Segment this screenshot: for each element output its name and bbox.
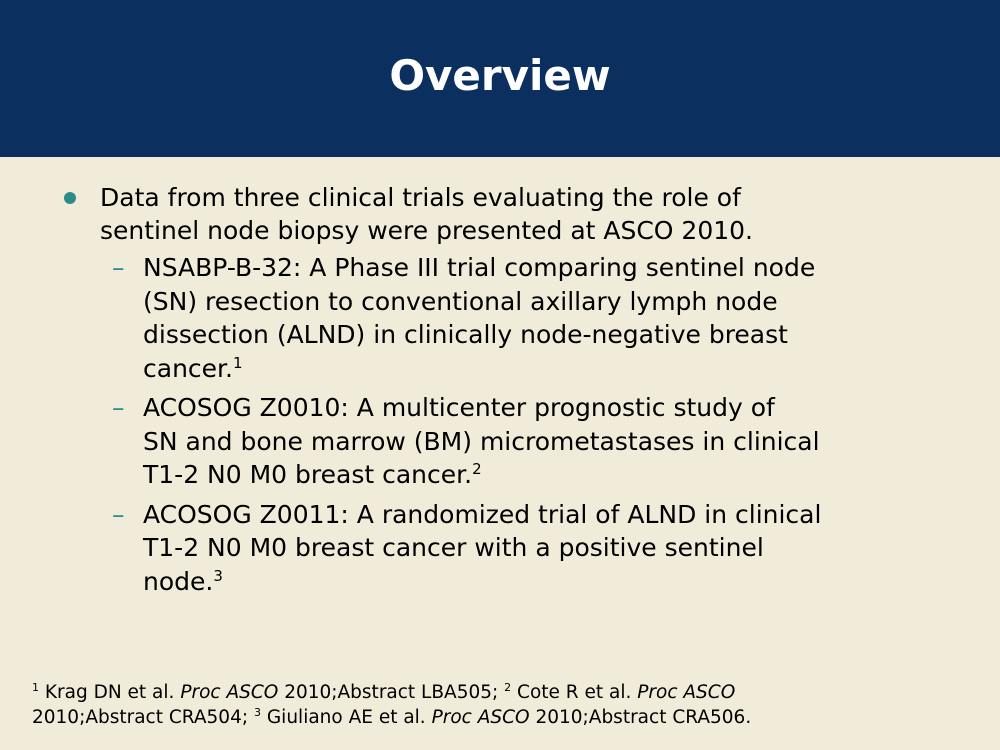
subbullet-line: node. bbox=[143, 566, 214, 596]
footnote-author: Giuliano AE et al. bbox=[260, 707, 432, 728]
subbullet-line: (SN) resection to conventional axillary … bbox=[143, 286, 778, 316]
bullet-dot-icon bbox=[64, 192, 76, 204]
slide-header: Overview bbox=[0, 0, 1000, 157]
main-bullet-line-1: Data from three clinical trials evaluati… bbox=[100, 183, 741, 212]
reference-marker: 1 bbox=[232, 353, 243, 372]
dash-icon: – bbox=[112, 499, 125, 529]
subbullet-z0010: – ACOSOG Z0010: A multicenter prognostic… bbox=[60, 391, 960, 492]
references-footnote: 1 Krag DN et al. Proc ASCO 2010;Abstract… bbox=[32, 680, 972, 730]
footnote-journal: Proc ASCO bbox=[431, 707, 530, 728]
subbullet-line: dissection (ALND) in clinically node-neg… bbox=[143, 320, 788, 349]
footnote-author: Krag DN et al. bbox=[39, 682, 181, 703]
footnote-citation: 2010;Abstract LBA505; bbox=[278, 682, 505, 703]
footnote-author: Cote R et al. bbox=[511, 682, 638, 703]
main-bullet: Data from three clinical trials evaluati… bbox=[60, 181, 960, 247]
subbullet-line: T1-2 N0 M0 breast cancer. bbox=[143, 460, 473, 489]
reference-marker: 3 bbox=[213, 566, 223, 585]
subbullet-line: ACOSOG Z0011: A randomized trial of ALND… bbox=[143, 499, 822, 529]
footnote-marker: 2 bbox=[504, 681, 512, 694]
subbullet-line: cancer. bbox=[143, 353, 233, 383]
footnote-citation: 2010;Abstract CRA506. bbox=[529, 707, 752, 728]
dash-icon: – bbox=[112, 393, 125, 422]
dash-icon: – bbox=[112, 253, 125, 282]
footnote-marker: 1 bbox=[32, 681, 39, 694]
subbullet-nsabp: – NSABP-B-32: A Phase III trial comparin… bbox=[60, 251, 960, 385]
reference-marker: 2 bbox=[472, 460, 482, 478]
main-bullet-line-2: sentinel node biopsy were presented at A… bbox=[100, 216, 754, 245]
subbullet-line: NSABP-B-32: A Phase III trial comparing … bbox=[143, 253, 816, 282]
slide-content: Data from three clinical trials evaluati… bbox=[60, 181, 960, 598]
slide-title: Overview bbox=[389, 51, 611, 100]
subbullet-z0011: – ACOSOG Z0011: A randomized trial of AL… bbox=[60, 498, 960, 599]
footnote-journal: Proc ASCO bbox=[180, 682, 279, 703]
subbullet-line: ACOSOG Z0010: A multicenter prognostic s… bbox=[143, 393, 775, 422]
subbullet-line: SN and bone marrow (BM) micrometastases … bbox=[143, 426, 820, 456]
footnote-marker: 3 bbox=[253, 706, 261, 719]
footnote-citation: 2010;Abstract CRA504; bbox=[32, 707, 254, 728]
footnote-journal: Proc ASCO bbox=[637, 682, 736, 703]
subbullet-line: T1-2 N0 M0 breast cancer with a positive… bbox=[143, 533, 764, 562]
